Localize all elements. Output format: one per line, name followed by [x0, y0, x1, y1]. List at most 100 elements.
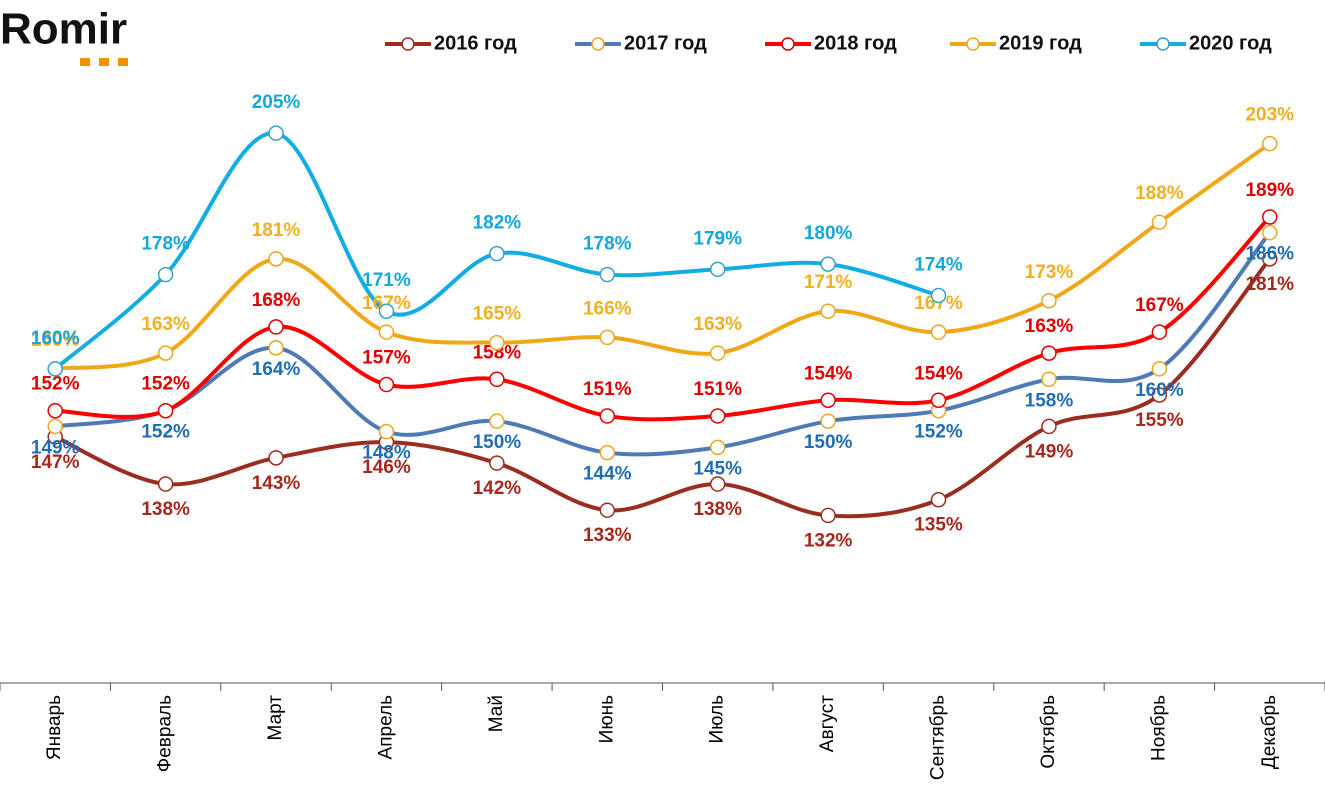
- data-label: 148%: [362, 443, 411, 464]
- point: [709, 408, 726, 424]
- point: [709, 439, 726, 456]
- series-line: [55, 215, 1272, 422]
- point: [378, 376, 395, 393]
- data-label: 150%: [473, 432, 522, 453]
- point: [930, 392, 947, 408]
- data-label: 203%: [1245, 105, 1294, 126]
- point: [268, 450, 284, 466]
- data-label: 142%: [473, 478, 522, 499]
- data-label: 160%: [1135, 380, 1184, 401]
- x-tick-label: Февраль: [155, 695, 176, 772]
- data-label: 160%: [31, 328, 80, 349]
- point: [820, 256, 836, 272]
- point: [599, 329, 616, 346]
- data-label: 152%: [914, 422, 963, 443]
- legend-label: 2019 год: [999, 32, 1082, 54]
- data-label: 165%: [473, 304, 522, 325]
- data-label: 150%: [804, 432, 853, 453]
- data-label: 147%: [31, 452, 80, 473]
- series-line: [53, 131, 940, 371]
- data-label: 158%: [1025, 390, 1074, 411]
- data-label: 188%: [1135, 183, 1184, 204]
- series: [53, 131, 940, 371]
- data-label: 178%: [141, 234, 190, 255]
- legend-marker: [401, 37, 415, 51]
- data-label: 138%: [141, 499, 190, 520]
- point: [47, 418, 63, 435]
- point: [1262, 135, 1278, 152]
- point: [709, 345, 726, 361]
- logo: Romir: [0, 5, 127, 54]
- point: [930, 324, 947, 340]
- point: [157, 402, 174, 419]
- data-label: 143%: [252, 473, 301, 494]
- data-label: 132%: [804, 530, 853, 551]
- x-tick-label: Май: [486, 695, 507, 732]
- point: [1262, 209, 1278, 225]
- point: [1151, 361, 1168, 377]
- data-label: 186%: [1245, 244, 1294, 265]
- point: [930, 287, 947, 304]
- series-line: [54, 231, 1272, 457]
- point: [489, 334, 505, 351]
- data-label: 151%: [693, 379, 742, 400]
- x-tick-label: Июль: [707, 695, 728, 744]
- point: [489, 413, 505, 429]
- data-label: 133%: [583, 525, 632, 546]
- data-label: 180%: [804, 223, 853, 244]
- x-tick-label: Август: [817, 695, 838, 752]
- legend-marker: [1156, 37, 1170, 51]
- point: [1151, 214, 1168, 230]
- point: [820, 303, 836, 319]
- data-label: 146%: [362, 457, 411, 478]
- data-label: 154%: [914, 363, 963, 384]
- data-label: 149%: [31, 437, 80, 458]
- series: [54, 142, 1271, 371]
- point: [378, 423, 395, 440]
- series: [54, 231, 1272, 457]
- legend-label: 2016 год: [434, 32, 517, 54]
- data-label: 178%: [583, 234, 632, 255]
- point: [268, 251, 284, 267]
- point: [709, 261, 726, 278]
- data-label: 151%: [583, 379, 632, 400]
- data-label: 181%: [252, 220, 301, 241]
- point: [930, 491, 947, 508]
- data-label: 182%: [473, 213, 522, 234]
- point: [489, 371, 505, 388]
- point: [47, 361, 63, 377]
- data-label: 158%: [473, 342, 522, 363]
- point: [599, 408, 616, 424]
- point: [599, 444, 616, 461]
- data-label: 167%: [914, 293, 963, 314]
- point: [1151, 387, 1168, 403]
- data-label: 189%: [1245, 180, 1294, 201]
- data-label: 166%: [583, 298, 632, 319]
- point: [1151, 324, 1168, 340]
- data-label: 135%: [914, 515, 963, 536]
- point: [1041, 418, 1057, 435]
- legend-label: 2017 год: [624, 32, 707, 54]
- point: [599, 266, 616, 283]
- point: [378, 303, 395, 319]
- point: [1041, 371, 1057, 388]
- legend-marker: [591, 37, 605, 51]
- legend-label: 2018 год: [814, 32, 897, 54]
- data-label: 174%: [914, 255, 963, 276]
- data-label: 163%: [141, 314, 190, 335]
- data-label: 163%: [1025, 316, 1074, 337]
- data-label: 149%: [1025, 441, 1074, 462]
- series-line: [54, 257, 1272, 519]
- data-label: 144%: [583, 464, 632, 485]
- x-tick-label: Октябрь: [1038, 695, 1059, 769]
- x-tick-label: Январь: [44, 695, 65, 760]
- point: [820, 392, 836, 408]
- point: [157, 266, 174, 283]
- data-label: 171%: [362, 270, 411, 291]
- point: [489, 245, 505, 262]
- point: [1041, 345, 1057, 361]
- point: [268, 125, 284, 141]
- x-tick-label: Ноябрь: [1148, 695, 1169, 761]
- point: [157, 476, 174, 492]
- data-label: 138%: [693, 499, 742, 520]
